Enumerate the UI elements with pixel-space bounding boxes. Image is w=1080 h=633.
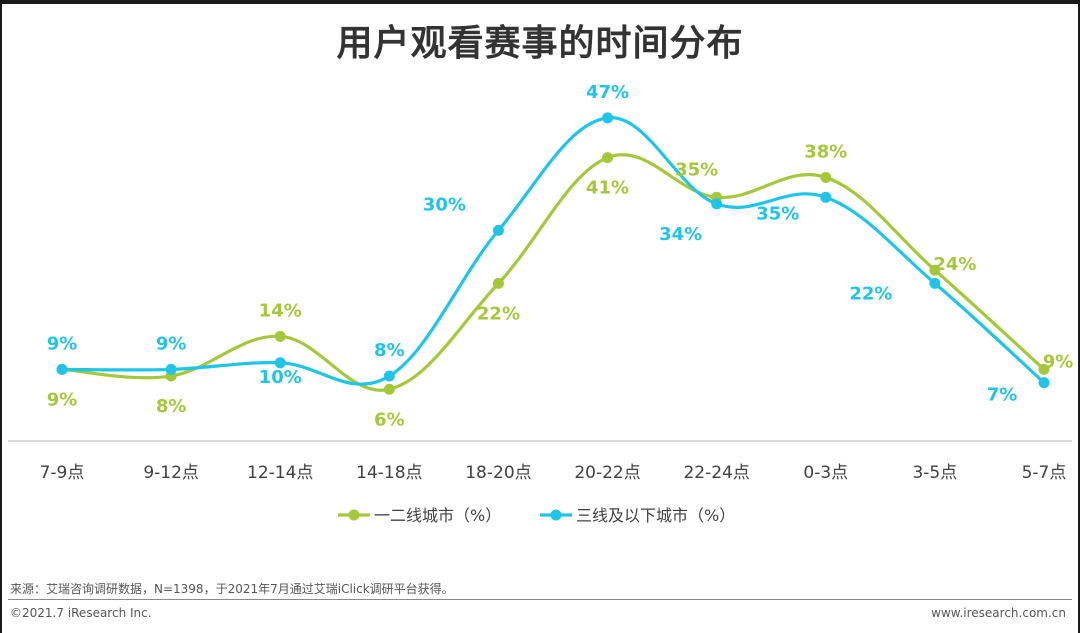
point-tier3-0 [56, 363, 68, 375]
data-label-tier3-7: 35% [756, 203, 799, 224]
series-tier3 [56, 112, 1050, 389]
point-tier3-6 [711, 198, 723, 210]
data-label-tier12-1: 8% [156, 396, 187, 417]
data-label-tier12-5: 41% [586, 178, 629, 199]
data-label-tier3-4: 30% [423, 194, 466, 215]
footer-divider [8, 599, 1072, 600]
series-line-tier12 [61, 153, 1046, 392]
point-tier12-9 [1038, 363, 1050, 375]
data-label-tier12-7: 38% [804, 141, 847, 162]
source-note: 来源：艾瑞咨询调研数据，N=1398，于2021年7月通过艾瑞iClick调研平… [10, 582, 454, 596]
series-line-tier3 [61, 116, 1046, 386]
x-tick-label-3: 14-18点 [356, 463, 422, 483]
point-tier12-8 [929, 264, 941, 276]
series-tier12 [56, 152, 1050, 395]
data-label-tier3-0: 9% [47, 333, 78, 354]
legend-marker-tier3 [550, 509, 562, 521]
x-tick-label-8: 3-5点 [912, 463, 957, 483]
data-label-tier12-2: 14% [259, 300, 302, 321]
data-label-tier3-6: 34% [659, 224, 702, 245]
data-label-tier3-8: 22% [849, 283, 892, 304]
x-tick-label-1: 9-12点 [143, 463, 199, 483]
chart-title: 用户观看赛事的时间分布 [336, 23, 744, 64]
point-tier3-4 [492, 224, 504, 236]
x-tick-label-7: 0-3点 [803, 463, 848, 483]
legend-marker-tier12 [348, 509, 360, 521]
x-tick-label-2: 12-14点 [247, 463, 313, 483]
data-label-tier12-3: 6% [374, 409, 405, 430]
legend: 一二线城市（%） 三线及以下城市（%） [338, 506, 735, 525]
data-labels-layer: 9% 8% 14% 6% 22% 41% 35% 38% 24% 9% 9% 9% 10% 8% 30% 47… [47, 82, 1074, 430]
point-tier3-5 [602, 112, 614, 124]
point-tier12-5 [602, 152, 614, 164]
point-tier3-3 [383, 370, 395, 382]
point-tier3-1 [165, 363, 177, 375]
point-tier3-2 [274, 357, 286, 369]
series-layer [56, 112, 1050, 395]
point-tier12-2 [274, 330, 286, 342]
data-label-tier12-0: 9% [47, 389, 78, 410]
data-label-tier12-8: 24% [933, 254, 976, 275]
point-tier3-9 [1038, 377, 1050, 389]
data-label-tier3-9: 7% [987, 385, 1018, 406]
x-tick-labels: 7-9点 9-12点 12-14点 14-18点 18-20点 20-22点 22-24点 0… [40, 463, 1067, 483]
data-label-tier3-3: 8% [374, 340, 405, 361]
point-tier3-7 [820, 191, 832, 203]
point-tier12-3 [383, 383, 395, 395]
x-tick-label-5: 20-22点 [574, 463, 640, 483]
point-tier12-4 [492, 277, 504, 289]
legend-label-tier12: 一二线城市（%） [374, 506, 501, 525]
x-tick-label-9: 5-7点 [1022, 463, 1067, 483]
point-tier3-8 [929, 277, 941, 289]
legend-label-tier3: 三线及以下城市（%） [576, 506, 735, 525]
website-link[interactable]: www.iresearch.com.cn [931, 606, 1066, 620]
data-label-tier12-4: 22% [477, 303, 520, 324]
copyright-text: ©2021.7 iResearch Inc. [10, 606, 152, 620]
point-tier12-7 [820, 171, 832, 183]
data-label-tier12-9: 9% [1043, 351, 1074, 372]
data-label-tier3-1: 9% [156, 333, 187, 354]
data-label-tier12-6: 35% [675, 159, 718, 180]
data-label-tier3-5: 47% [586, 82, 629, 103]
x-tick-label-6: 22-24点 [683, 463, 749, 483]
x-tick-label-4: 18-20点 [465, 463, 531, 483]
x-tick-label-0: 7-9点 [40, 463, 85, 483]
data-label-tier3-2: 10% [259, 367, 302, 388]
